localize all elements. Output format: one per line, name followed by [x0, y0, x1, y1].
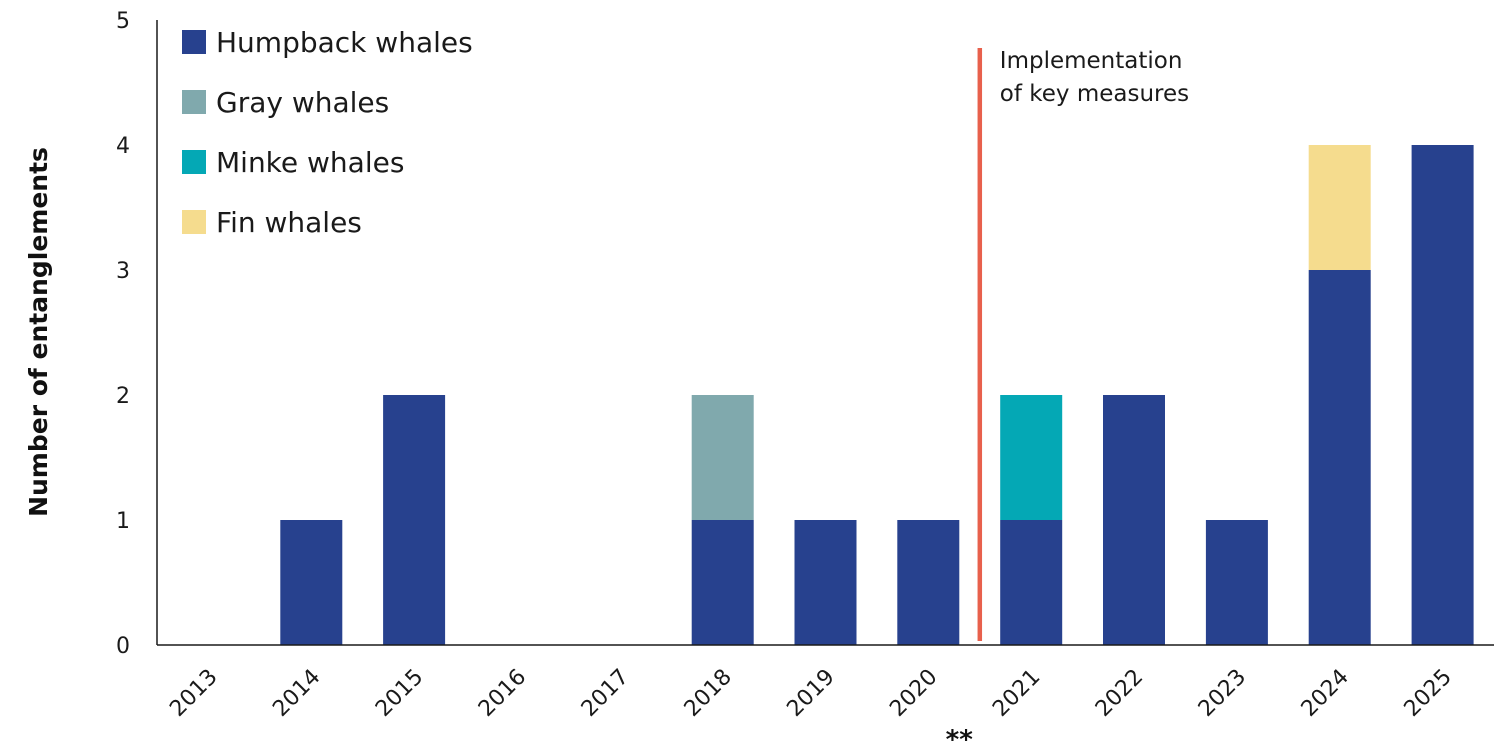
bar-2018-series-1 — [691, 395, 754, 520]
y-tick-label: 1 — [116, 509, 130, 534]
bar-2024-series-3 — [1308, 145, 1371, 270]
bar-2015-series-0 — [383, 395, 446, 645]
x-tick-label: 2017 — [577, 665, 634, 722]
y-tick-label: 3 — [116, 259, 130, 284]
x-tick-label: 2023 — [1194, 665, 1251, 722]
x-tick-label: 2014 — [268, 665, 325, 722]
y-tick-label: 4 — [116, 134, 130, 159]
x-tick-label: 2018 — [680, 665, 737, 722]
y-axis-label: Number of entanglements — [24, 147, 53, 517]
bar-2021-series-2 — [1000, 395, 1063, 520]
annotation: Implementation of key measures — [977, 48, 1189, 641]
bar-2024-series-0 — [1308, 270, 1371, 645]
x-tick-label: 2016 — [474, 665, 531, 722]
legend-swatch — [182, 30, 206, 54]
legend-label: Gray whales — [216, 86, 389, 119]
legend-swatch — [182, 210, 206, 234]
bar-2014-series-0 — [280, 520, 343, 645]
x-tick-label: 2021 — [988, 665, 1045, 722]
bar-2020-series-0 — [897, 520, 960, 645]
x-tick-label: 2022 — [1091, 665, 1148, 722]
x-tick-label: 2024 — [1297, 665, 1354, 722]
bar-2025-series-0 — [1411, 145, 1474, 645]
x-tick-label: 2015 — [371, 665, 428, 722]
y-tick-label: 2 — [116, 384, 130, 409]
legend-label: Humpback whales — [216, 26, 473, 59]
bar-2019-series-0 — [794, 520, 857, 645]
bar-2018-series-0 — [691, 520, 754, 645]
legend-swatch — [182, 90, 206, 114]
bars-layer — [280, 145, 1474, 645]
x-tick-labels: 2013 2014 2015 2016 2017 2018 2019 2020 2021 2022… — [165, 665, 1456, 755]
y-tick-label: 0 — [116, 634, 130, 659]
x-tick-label: 2020 — [885, 665, 942, 722]
bar-2023-series-0 — [1205, 520, 1268, 645]
bar-2021-series-0 — [1000, 520, 1063, 645]
bar-2022-series-0 — [1103, 395, 1165, 645]
legend-label: Minke whales — [216, 146, 404, 179]
axes — [156, 20, 1494, 646]
legend-label: Fin whales — [216, 206, 362, 239]
x-tick-label: 2025 — [1400, 665, 1457, 722]
x-tick-label: 2019 — [782, 665, 839, 722]
x-tick-label: 2013 — [165, 665, 222, 722]
legend: Humpback whales Gray whales Minke whales Fi… — [182, 26, 473, 239]
y-tick-labels: 0 1 2 3 4 5 — [116, 9, 130, 659]
y-tick-label: 5 — [116, 9, 130, 34]
category-marker: ** — [946, 725, 974, 755]
legend-swatch — [182, 150, 206, 174]
annotation-text: of key measures — [1000, 81, 1189, 107]
annotation-text: Implementation — [1000, 48, 1183, 74]
